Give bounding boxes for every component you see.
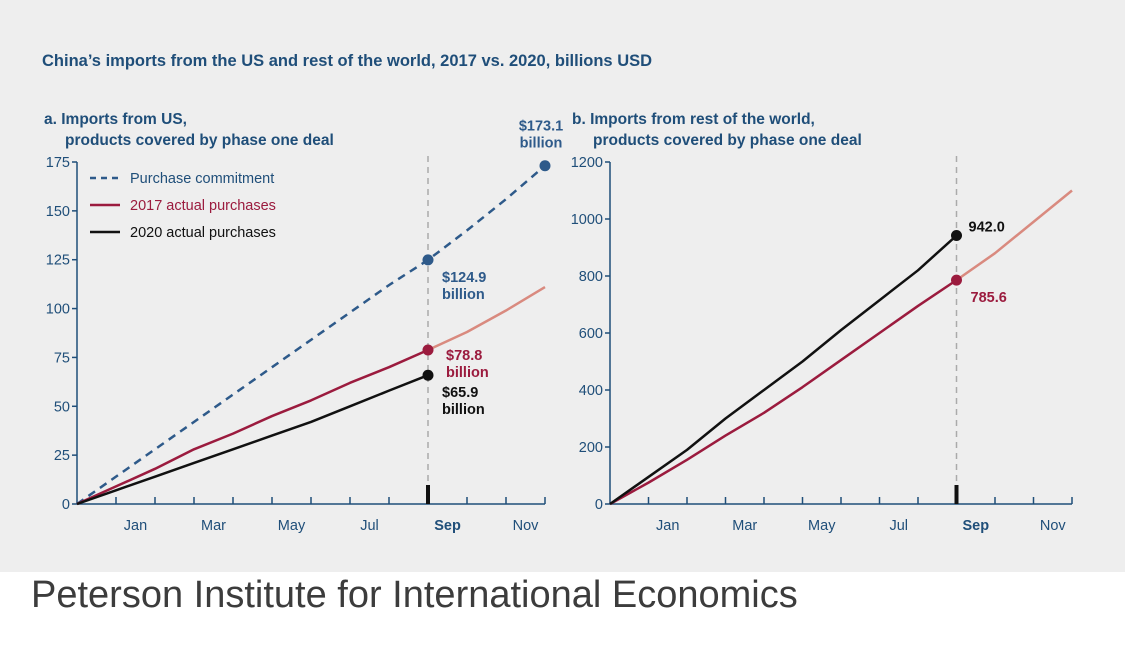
- main-title: China’s imports from the US and rest of …: [42, 52, 653, 70]
- y-tick-label: 0: [595, 497, 603, 513]
- x-tick-label: Nov: [1040, 518, 1067, 534]
- series-line-extension: [427, 286, 546, 352]
- data-label: $173.1: [519, 119, 563, 135]
- charts-svg: a. Imports from US, products covered by p…: [44, 111, 1073, 534]
- chart-a: a. Imports from US, products covered by p…: [44, 111, 563, 534]
- y-tick-label: 200: [579, 440, 603, 456]
- x-tick-label: Nov: [513, 518, 540, 534]
- panel-title-line2: products covered by phase one deal: [65, 132, 334, 149]
- data-label: $65.9: [442, 385, 478, 401]
- y-tick-label: 800: [579, 269, 603, 285]
- x-tick-label: Mar: [732, 518, 757, 534]
- y-tick-label: 50: [54, 399, 70, 415]
- data-label: billion: [520, 136, 563, 152]
- legend-label: 2017 actual purchases: [130, 198, 276, 214]
- x-tick-label: May: [808, 518, 836, 534]
- x-tick-label: Jul: [360, 518, 379, 534]
- series-line: [609, 279, 958, 506]
- y-tick-label: 125: [46, 253, 70, 269]
- x-tick-label: Jan: [656, 518, 679, 534]
- panel-title-line1: b. Imports from rest of the world,: [572, 111, 815, 128]
- series-line-extension: [955, 189, 1073, 282]
- data-label: billion: [442, 287, 485, 303]
- panel-title-line1: a. Imports from US,: [44, 111, 187, 128]
- y-tick-label: 75: [54, 350, 70, 366]
- series-line: [76, 348, 429, 506]
- y-tick-label: 1200: [571, 155, 603, 171]
- data-point: [951, 274, 962, 286]
- y-tick-label: 150: [46, 204, 70, 220]
- legend-label: Purchase commitment: [130, 171, 274, 187]
- legend-label: 2020 actual purchases: [130, 225, 276, 241]
- data-point: [951, 230, 962, 242]
- data-label: billion: [446, 365, 489, 381]
- x-tick-label: Jul: [889, 518, 908, 534]
- y-tick-label: 100: [46, 302, 70, 318]
- y-tick-label: 0: [62, 497, 70, 513]
- y-tick-label: 600: [579, 326, 603, 342]
- data-label: $78.8: [446, 348, 482, 364]
- x-tick-label: Sep: [434, 518, 461, 534]
- y-tick-label: 175: [46, 155, 70, 171]
- series-line: [609, 234, 958, 506]
- data-point: [422, 344, 434, 356]
- chart-b: b. Imports from rest of the world, produc…: [571, 111, 1073, 534]
- data-label: billion: [442, 402, 485, 418]
- y-tick-label: 400: [579, 383, 603, 399]
- series-line: [76, 374, 429, 506]
- y-tick-label: 1000: [571, 212, 603, 228]
- data-point: [422, 254, 434, 266]
- data-label: 785.6: [971, 290, 1007, 306]
- x-tick-label: Jan: [124, 518, 147, 534]
- y-tick-label: 25: [54, 448, 70, 464]
- x-tick-label: May: [278, 518, 306, 534]
- source-credit: Peterson Institute for International Eco…: [31, 574, 798, 616]
- data-point: [422, 369, 434, 381]
- x-tick-label: Mar: [201, 518, 226, 534]
- data-point: [539, 160, 551, 172]
- x-tick-label: Sep: [962, 518, 989, 534]
- panel-title-line2: products covered by phase one deal: [593, 132, 862, 149]
- chart-frame: China’s imports from the US and rest of …: [0, 0, 1125, 572]
- series-line: [76, 164, 546, 506]
- data-label: $124.9: [442, 270, 486, 286]
- data-label: 942.0: [969, 220, 1005, 236]
